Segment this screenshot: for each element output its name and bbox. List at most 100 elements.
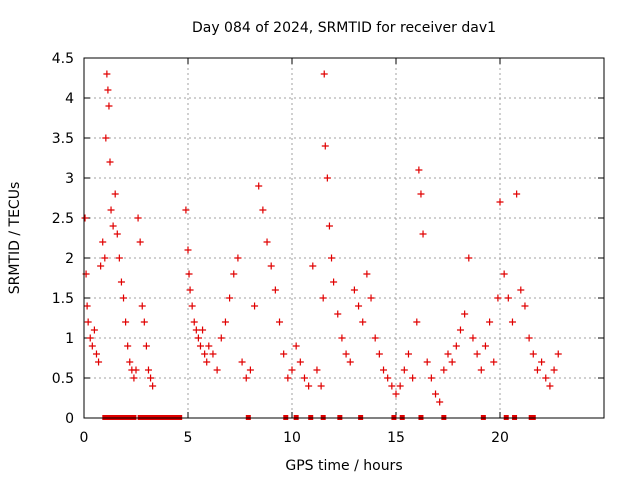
data-point xyxy=(500,270,508,278)
data-point xyxy=(113,230,121,238)
data-point xyxy=(203,358,211,366)
data-point xyxy=(323,174,331,182)
data-point xyxy=(538,358,546,366)
data-point xyxy=(205,342,213,350)
data-point xyxy=(102,134,110,142)
data-point xyxy=(477,366,485,374)
data-point xyxy=(525,334,533,342)
data-point xyxy=(194,334,202,342)
data-point xyxy=(136,238,144,246)
data-point xyxy=(92,350,100,358)
x-axis-label: GPS time / hours xyxy=(285,458,402,474)
data-point xyxy=(234,254,242,262)
data-point xyxy=(267,262,275,270)
data-point xyxy=(554,350,562,358)
data-point xyxy=(400,366,408,374)
data-point xyxy=(440,366,448,374)
data-point xyxy=(328,254,336,262)
data-point xyxy=(184,246,192,254)
data-point xyxy=(319,294,327,302)
data-point xyxy=(321,142,329,150)
data-point xyxy=(201,350,209,358)
data-point xyxy=(461,310,469,318)
data-point xyxy=(490,358,498,366)
y-tick-label: 0.5 xyxy=(52,371,74,387)
data-point xyxy=(465,254,473,262)
data-point xyxy=(90,326,98,334)
data-point xyxy=(126,358,134,366)
data-point xyxy=(284,374,292,382)
data-point xyxy=(300,374,308,382)
data-point xyxy=(448,358,456,366)
data-point xyxy=(409,374,417,382)
data-point xyxy=(104,86,112,94)
data-point xyxy=(185,270,193,278)
data-point xyxy=(529,350,537,358)
y-tick-label: 2 xyxy=(65,251,74,267)
data-point xyxy=(276,318,284,326)
data-point xyxy=(417,190,425,198)
data-point xyxy=(209,350,217,358)
data-point xyxy=(242,374,250,382)
data-point xyxy=(88,342,96,350)
data-point xyxy=(122,318,130,326)
y-tick-label: 0 xyxy=(65,411,74,427)
y-axis-label: SRMTID / TECUs xyxy=(7,182,23,295)
data-point xyxy=(359,318,367,326)
data-point xyxy=(115,254,123,262)
axis-ticks: 0 0.5 1 1.5 2 2.5 3 3.5 4 4.5 0 5 10 15 20 xyxy=(52,51,604,446)
data-point xyxy=(473,350,481,358)
data-point xyxy=(380,366,388,374)
data-point xyxy=(190,318,198,326)
data-point xyxy=(452,342,460,350)
data-point xyxy=(288,366,296,374)
data-point xyxy=(109,222,117,230)
data-point xyxy=(496,198,504,206)
data-point xyxy=(533,366,541,374)
data-point xyxy=(444,350,452,358)
data-point xyxy=(338,334,346,342)
data-point xyxy=(521,302,529,310)
y-tick-label: 4 xyxy=(65,91,74,107)
data-point xyxy=(517,286,525,294)
data-point xyxy=(481,342,489,350)
data-point xyxy=(238,358,246,366)
data-point xyxy=(396,382,404,390)
data-point xyxy=(432,390,440,398)
data-point xyxy=(105,102,113,110)
data-point xyxy=(81,214,89,222)
data-point xyxy=(134,214,142,222)
data-point xyxy=(542,374,550,382)
data-point xyxy=(404,350,412,358)
data-point xyxy=(436,398,444,406)
data-point xyxy=(182,206,190,214)
data-point xyxy=(124,342,132,350)
data-point xyxy=(388,382,396,390)
data-point xyxy=(138,302,146,310)
x-tick-label: 5 xyxy=(184,430,193,446)
data-point xyxy=(504,294,512,302)
data-point xyxy=(230,270,238,278)
data-point xyxy=(149,382,157,390)
data-point xyxy=(320,70,328,78)
data-point xyxy=(309,262,317,270)
data-point xyxy=(415,166,423,174)
data-point xyxy=(246,366,254,374)
data-point xyxy=(99,238,107,246)
data-point xyxy=(86,334,94,342)
data-point xyxy=(130,374,138,382)
data-point xyxy=(419,230,427,238)
data-point xyxy=(456,326,464,334)
data-point xyxy=(367,294,375,302)
data-point xyxy=(144,366,152,374)
data-point xyxy=(350,286,358,294)
grid-lines xyxy=(84,58,604,418)
data-point xyxy=(199,326,207,334)
x-tick-label: 0 xyxy=(80,430,89,446)
data-point xyxy=(375,350,383,358)
data-point xyxy=(427,374,435,382)
data-point xyxy=(132,366,140,374)
data-point xyxy=(140,318,148,326)
x-tick-label: 10 xyxy=(283,430,301,446)
